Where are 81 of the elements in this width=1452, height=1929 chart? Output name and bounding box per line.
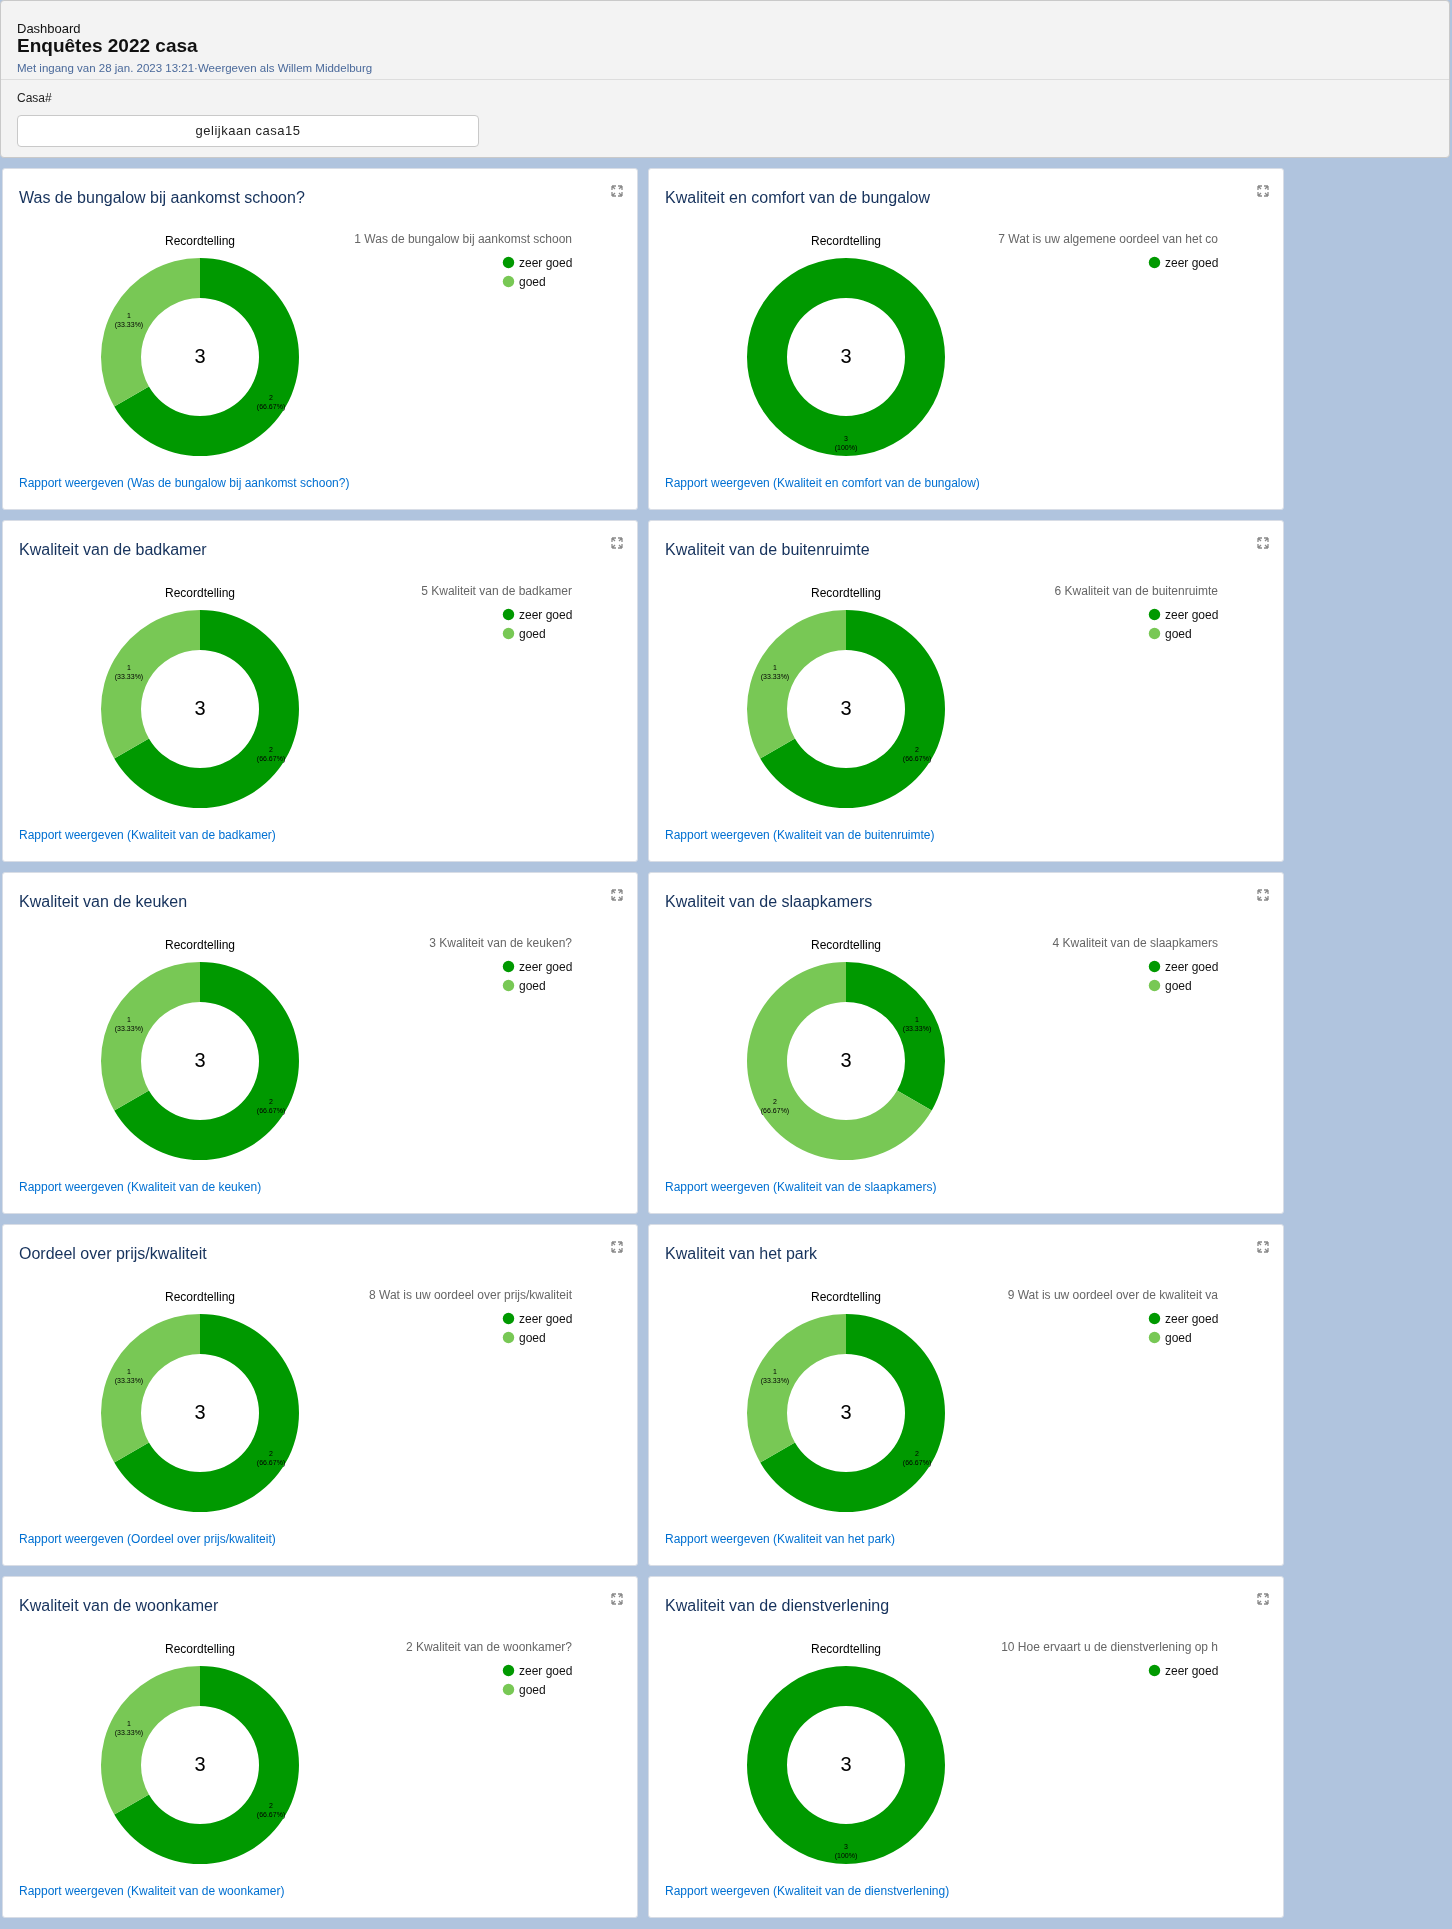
text: Rapport weergeven (Kwaliteit van de buitenruimte) bbox=[665, 828, 935, 842]
chart-title: Was de bungalow bij aankomst schoon? bbox=[19, 189, 305, 207]
legend-title: 8 Wat is uw oordeel over prijs/kwaliteit bbox=[369, 1288, 573, 1302]
text: 3 bbox=[840, 1753, 852, 1775]
text: Dashboard bbox=[17, 21, 81, 36]
chart-subtitle: Recordtelling bbox=[164, 586, 236, 600]
legend-label: goed bbox=[519, 274, 546, 289]
legend-label: goed bbox=[519, 626, 546, 641]
legend-title: 9 Wat is uw oordeel over de kwaliteit va bbox=[1007, 1288, 1219, 1302]
text: 3 bbox=[840, 1049, 852, 1071]
chart-title: Kwaliteit van de keuken bbox=[19, 893, 188, 911]
legend-title: 6 Kwaliteit van de buitenruimte bbox=[1054, 584, 1219, 598]
legend-title: 2 Kwaliteit van de woonkamer? bbox=[405, 1640, 573, 1654]
chart-subtitle: Recordtelling bbox=[164, 1642, 236, 1656]
legend-label: zeer goed bbox=[1165, 1311, 1219, 1326]
chart-title: Kwaliteit van de woonkamer bbox=[19, 1597, 219, 1615]
chart-title: Oordeel over prijs/kwaliteit bbox=[19, 1245, 207, 1263]
chart-title: Kwaliteit van de dienstverlening bbox=[665, 1597, 890, 1615]
text: 3 bbox=[194, 1049, 206, 1071]
legend-label: zeer goed bbox=[519, 1311, 573, 1326]
chart-title: Kwaliteit van de slaapkamers bbox=[665, 893, 873, 911]
text: 3 bbox=[840, 345, 852, 367]
text: Rapport weergeven (Kwaliteit en comfort van de bungalow) bbox=[665, 476, 980, 490]
text: 3 bbox=[194, 345, 206, 367]
donut-slice bbox=[114, 1666, 299, 1864]
chart-subtitle: Recordtelling bbox=[810, 1642, 882, 1656]
legend-label: goed bbox=[1165, 978, 1192, 993]
text: Rapport weergeven (Kwaliteit van de keuken) bbox=[19, 1180, 262, 1194]
legend-label: goed bbox=[1165, 626, 1192, 641]
text: Met ingang van 28 jan. 2023 13:21·Weergeven als Willem Middelburg bbox=[17, 62, 373, 74]
text: Rapport weergeven (Kwaliteit van de woonkamer) bbox=[19, 1884, 285, 1898]
legend-label: zeer goed bbox=[519, 255, 573, 270]
legend-label: zeer goed bbox=[1165, 1663, 1219, 1678]
legend-label: zeer goed bbox=[1165, 607, 1219, 622]
legend-title: 3 Kwaliteit van de keuken? bbox=[429, 936, 573, 950]
legend-label: zeer goed bbox=[519, 607, 573, 622]
legend-label: zeer goed bbox=[519, 959, 573, 974]
text: 3 bbox=[194, 1753, 206, 1775]
donut-slice bbox=[114, 1314, 299, 1512]
legend-label: goed bbox=[519, 1682, 546, 1697]
legend-label: zeer goed bbox=[1165, 255, 1219, 270]
chart-title: Kwaliteit en comfort van de bungalow bbox=[665, 189, 931, 207]
legend-title: 7 Wat is uw algemene oordeel van het co bbox=[998, 232, 1219, 246]
text: Enquêtes 2022 casa bbox=[17, 35, 198, 57]
text: 3 bbox=[840, 1401, 852, 1423]
text: 3 bbox=[840, 697, 852, 719]
legend-label: zeer goed bbox=[519, 1663, 573, 1678]
legend-title: 4 Kwaliteit van de slaapkamers bbox=[1052, 936, 1218, 950]
chart-subtitle: Recordtelling bbox=[164, 938, 236, 952]
text: gelijkaan casa15 bbox=[17, 115, 479, 147]
legend-label: goed bbox=[519, 978, 546, 993]
chart-subtitle: Recordtelling bbox=[810, 586, 882, 600]
chart-subtitle: Recordtelling bbox=[810, 234, 882, 248]
chart-subtitle: Recordtelling bbox=[164, 1290, 236, 1304]
text: Rapport weergeven (Kwaliteit van de dienstverlening) bbox=[665, 1884, 950, 1898]
chart-subtitle: Recordtelling bbox=[810, 938, 882, 952]
donut-slice bbox=[760, 1314, 945, 1512]
chart-subtitle: Recordtelling bbox=[164, 234, 236, 248]
text: 3 bbox=[194, 1401, 206, 1423]
text: Casa# bbox=[17, 91, 52, 105]
text: Rapport weergeven (Kwaliteit van de badkamer) bbox=[19, 828, 276, 842]
text: Rapport weergeven (Kwaliteit van de slaapkamers) bbox=[665, 1180, 937, 1194]
text: Rapport weergeven (Kwaliteit van het park) bbox=[665, 1532, 896, 1546]
legend-label: goed bbox=[519, 1330, 546, 1345]
text: Rapport weergeven (Oordeel over prijs/kwaliteit) bbox=[19, 1532, 276, 1546]
donut-slice bbox=[747, 962, 932, 1160]
text: Rapport weergeven (Was de bungalow bij aankomst schoon?) bbox=[19, 476, 350, 490]
donut-slice bbox=[114, 962, 299, 1160]
donut-slice bbox=[760, 610, 945, 808]
legend-title: 10 Hoe ervaart u de dienstverlening op h bbox=[1001, 1640, 1218, 1654]
legend-label: zeer goed bbox=[1165, 959, 1219, 974]
chart-title: Kwaliteit van de buitenruimte bbox=[665, 541, 870, 559]
chart-title: Kwaliteit van de badkamer bbox=[19, 541, 207, 559]
chart-subtitle: Recordtelling bbox=[810, 1290, 882, 1304]
donut-slice bbox=[114, 610, 299, 808]
legend-label: goed bbox=[1165, 1330, 1192, 1345]
legend-title: 1 Was de bungalow bij aankomst schoon bbox=[354, 232, 572, 246]
legend-title: 5 Kwaliteit van de badkamer bbox=[421, 584, 572, 598]
chart-title: Kwaliteit van het park bbox=[665, 1245, 818, 1263]
text: 3 bbox=[194, 697, 206, 719]
donut-slice bbox=[114, 258, 299, 456]
